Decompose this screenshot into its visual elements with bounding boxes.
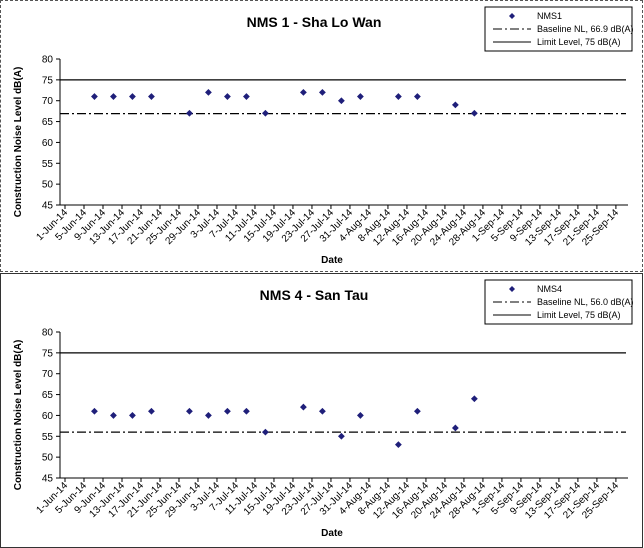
- data-point: [356, 93, 364, 100]
- x-axis-title: Date: [321, 528, 343, 539]
- legend-box: [484, 6, 633, 52]
- legend-label: Baseline NL, 56.0 dB(A): [537, 297, 634, 307]
- data-point: [262, 109, 269, 117]
- x-axis-title: Date: [321, 255, 343, 266]
- data-point: [205, 88, 212, 96]
- legend-label: Limit Level, 75 dB(A): [537, 37, 621, 47]
- legend-marker: [509, 286, 515, 292]
- chart-nms1: NMS 1 - Sha Lo Wan45505560657075801-Jun-…: [13, 6, 634, 266]
- data-point: [110, 412, 117, 419]
- legend-label: Baseline NL, 66.9 dB(A): [537, 24, 634, 34]
- y-axis-title: Construction Noise Level dB(A): [13, 340, 24, 491]
- data-point: [129, 93, 136, 100]
- y-tick-label: 75: [42, 348, 54, 359]
- data-point: [129, 412, 136, 419]
- chart-title: NMS 1 - Sha Lo Wan: [247, 14, 382, 30]
- data-point: [91, 93, 98, 100]
- legend-box: [484, 279, 633, 325]
- data-point: [394, 93, 402, 100]
- data-point: [224, 93, 231, 100]
- data-point: [262, 428, 269, 436]
- y-tick-label: 50: [42, 453, 54, 464]
- data-point: [338, 97, 345, 105]
- data-point: [338, 432, 345, 440]
- data-point: [356, 412, 364, 419]
- data-point: [186, 407, 193, 415]
- data-point: [110, 93, 117, 100]
- data-point: [224, 407, 231, 415]
- data-point: [451, 101, 459, 109]
- y-tick-label: 55: [42, 159, 54, 170]
- data-point: [243, 407, 250, 415]
- y-axis-title: Construction Noise Level dB(A): [13, 67, 24, 218]
- data-point: [470, 395, 478, 403]
- legend-label: Limit Level, 75 dB(A): [537, 310, 621, 320]
- data-point: [451, 424, 459, 432]
- y-tick-label: 65: [42, 117, 54, 128]
- y-tick-label: 80: [42, 55, 54, 66]
- y-tick-label: 45: [42, 201, 54, 212]
- legend: NMS1 Baseline NL, 66.9 dB(A) Limit Level, …: [484, 6, 634, 52]
- y-tick-label: 60: [42, 411, 54, 422]
- chart-panel-nms4: NMS 4 - San Tau 45 50 55 60 65 70 75 80 1-Jun-14 5…: [0, 273, 643, 548]
- y-tick-label: 65: [42, 390, 54, 401]
- data-point: [319, 88, 326, 96]
- data-point: [186, 109, 193, 117]
- data-point: [148, 407, 155, 415]
- data-point: [91, 407, 98, 415]
- legend: NMS4 Baseline NL, 56.0 dB(A) Limit Level, …: [484, 279, 634, 325]
- data-point: [319, 407, 326, 415]
- data-point: [243, 93, 250, 100]
- chart-panel-nms1: NMS 1 - Sha Lo Wan 45 50 55 60 65 70 75 80 1-Jun-…: [0, 0, 643, 272]
- chart-title: NMS 4 - San Tau: [260, 287, 369, 303]
- data-point: [413, 93, 421, 100]
- data-point: [300, 88, 307, 96]
- y-tick-label: 55: [42, 432, 54, 443]
- y-tick-label: 70: [42, 369, 54, 380]
- data-point: [413, 407, 421, 415]
- y-tick-label: 50: [42, 180, 54, 191]
- data-point: [300, 403, 307, 411]
- data-point: [394, 441, 402, 449]
- y-tick-label: 70: [42, 96, 54, 107]
- legend-label: NMS1: [537, 11, 562, 21]
- data-point: [470, 109, 478, 117]
- y-tick-label: 75: [42, 75, 54, 86]
- y-tick-label: 60: [42, 138, 54, 149]
- y-tick-label: 45: [42, 474, 54, 485]
- legend-label: NMS4: [537, 284, 562, 294]
- legend-marker: [509, 13, 515, 19]
- data-point: [205, 412, 212, 419]
- y-tick-label: 80: [42, 328, 54, 339]
- data-point: [148, 93, 155, 100]
- chart-nms4: NMS 4 - San Tau45505560657075801-Jun-145…: [13, 279, 634, 539]
